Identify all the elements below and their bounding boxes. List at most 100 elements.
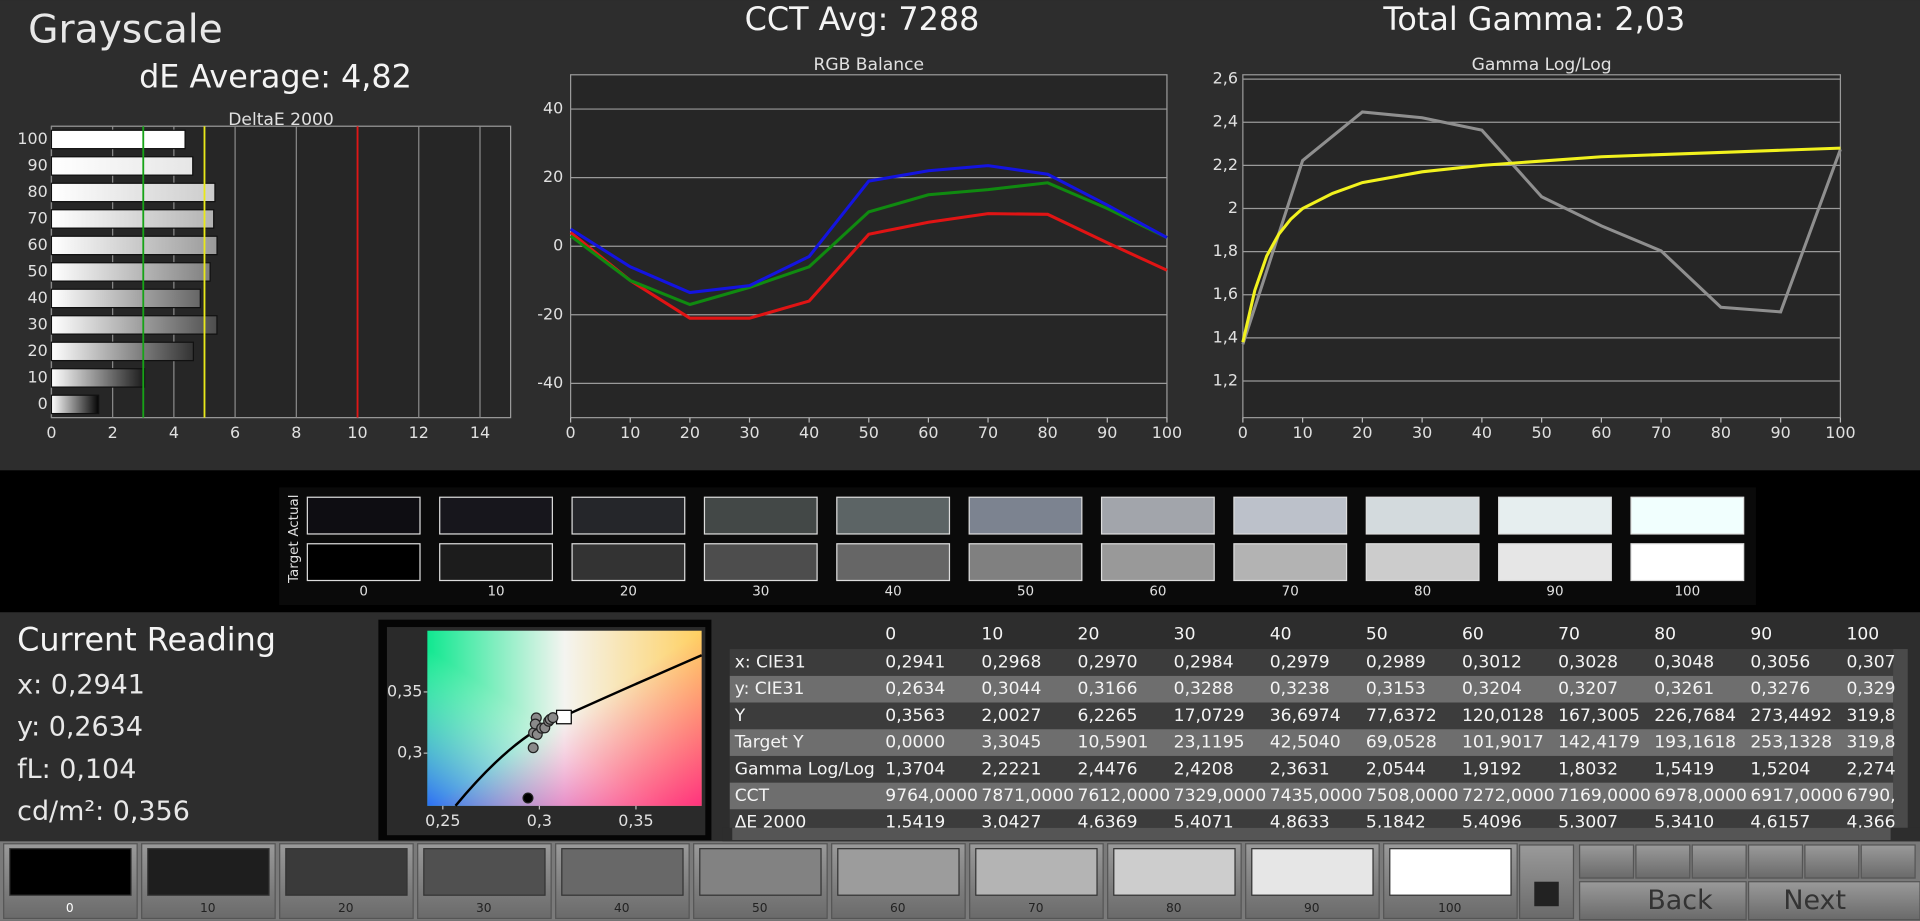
y-tick-label: 2,2 bbox=[1213, 155, 1238, 174]
table-cell: 1,5419 bbox=[1654, 759, 1714, 779]
bar bbox=[50, 288, 201, 309]
back-label[interactable]: Back bbox=[1647, 885, 1713, 916]
table-cell: 0,2968 bbox=[981, 653, 1041, 673]
column-header: 0 bbox=[885, 624, 896, 644]
table-cell: 5,1842 bbox=[1366, 813, 1426, 833]
table-cell: 253,1328 bbox=[1750, 733, 1832, 753]
bar bbox=[50, 315, 218, 335]
x-tick-label: 90 bbox=[1097, 423, 1117, 442]
level-color bbox=[285, 848, 408, 896]
x-tick-label: 80 bbox=[1038, 423, 1058, 442]
y-tick-label: 1,8 bbox=[1213, 241, 1238, 260]
table-row bbox=[729, 702, 1894, 730]
target-swatch bbox=[1365, 543, 1480, 582]
table-cell: 0,3028 bbox=[1558, 653, 1618, 673]
level-color bbox=[561, 848, 684, 896]
level-label: 0 bbox=[66, 901, 74, 915]
table-cell: 0,3153 bbox=[1366, 679, 1426, 699]
table-cell: 1,3704 bbox=[885, 759, 945, 779]
h-scrollbar-track[interactable] bbox=[732, 827, 1891, 841]
table-cell: 0,2989 bbox=[1366, 653, 1426, 673]
x-tick-label: 90 bbox=[1771, 423, 1791, 442]
table-cell: 4,366 bbox=[1847, 813, 1896, 833]
level-label: 60 bbox=[890, 901, 906, 915]
x-tick-label: 8 bbox=[291, 423, 301, 442]
x-tick-label: 40 bbox=[799, 423, 819, 442]
table-cell: 6790, bbox=[1847, 786, 1896, 806]
column-header: 40 bbox=[1270, 624, 1292, 644]
bar bbox=[50, 182, 216, 203]
data-line bbox=[569, 181, 1168, 307]
table-cell: 23,1195 bbox=[1174, 733, 1245, 753]
target-swatch bbox=[1630, 543, 1745, 582]
next-label[interactable]: Next bbox=[1783, 885, 1846, 916]
swatch-level: 40 bbox=[885, 585, 902, 600]
point bbox=[522, 792, 534, 804]
toolbar-button[interactable] bbox=[1804, 844, 1860, 879]
table-cell: 2,4476 bbox=[1078, 759, 1138, 779]
actual-swatch bbox=[703, 496, 818, 535]
table-cell: 7272,0000 bbox=[1462, 786, 1555, 806]
table-cell: 7169,0000 bbox=[1558, 786, 1651, 806]
y-tick-label: 100 bbox=[17, 129, 47, 148]
y-tick-label: 2,4 bbox=[1213, 112, 1238, 131]
swatch-level: 90 bbox=[1546, 585, 1563, 600]
table-cell: 0,3166 bbox=[1078, 679, 1138, 699]
x-tick-label: 4 bbox=[169, 423, 179, 442]
target-swatch bbox=[1233, 543, 1348, 582]
target-swatch bbox=[836, 543, 951, 582]
table-cell: 319,8 bbox=[1847, 706, 1896, 726]
y-tick-label: 0 bbox=[38, 394, 48, 413]
x-tick-label: 20 bbox=[680, 423, 700, 442]
level-label: 70 bbox=[1028, 901, 1044, 915]
x-tick-label: 100 bbox=[1152, 423, 1182, 442]
bar bbox=[50, 235, 218, 256]
row-label: Gamma Log/Log bbox=[735, 759, 875, 779]
table-cell: 5,4096 bbox=[1462, 813, 1522, 833]
table-cell: 193,1618 bbox=[1654, 733, 1736, 753]
table-cell: 2,274 bbox=[1847, 759, 1896, 779]
back-button[interactable] bbox=[1578, 881, 1747, 921]
toolbar-button[interactable] bbox=[1578, 844, 1635, 879]
toolbar-button[interactable] bbox=[1635, 844, 1691, 879]
table-cell: 2,3631 bbox=[1270, 759, 1330, 779]
table-cell: 77,6372 bbox=[1366, 706, 1437, 726]
plot-area bbox=[1242, 74, 1842, 419]
y-tick-label: 30 bbox=[28, 314, 48, 333]
table-cell: 1,5204 bbox=[1750, 759, 1810, 779]
de-average: dE Average: 4,82 bbox=[139, 57, 412, 95]
y-tick-label: 90 bbox=[28, 155, 48, 174]
x-tick-label: 12 bbox=[409, 423, 429, 442]
x-tick-label: 10 bbox=[620, 423, 640, 442]
toolbar-button[interactable] bbox=[1747, 844, 1804, 879]
swatch-level: 70 bbox=[1282, 585, 1299, 600]
x-tick-label: 40 bbox=[1472, 423, 1492, 442]
x-tick-label: 50 bbox=[1532, 423, 1552, 442]
table-cell: 0,2634 bbox=[885, 679, 945, 699]
next-button[interactable] bbox=[1747, 881, 1920, 921]
table-cell: 2,4208 bbox=[1174, 759, 1234, 779]
table-cell: 1,5419 bbox=[885, 813, 945, 833]
stop-icon[interactable] bbox=[1534, 881, 1559, 907]
x-tick-label: 60 bbox=[918, 423, 938, 442]
toolbar-button[interactable] bbox=[1691, 844, 1747, 879]
y-tick-label: 50 bbox=[28, 261, 48, 280]
actual-swatch bbox=[439, 496, 553, 535]
target-swatch bbox=[703, 543, 818, 582]
actual-label: Actual bbox=[287, 495, 302, 537]
target-swatch bbox=[306, 543, 421, 582]
table-cell: 0,2979 bbox=[1270, 653, 1330, 673]
swatch-level: 50 bbox=[1017, 585, 1034, 600]
v-scrollbar[interactable] bbox=[1893, 649, 1908, 828]
reading-line: fL: 0,104 bbox=[17, 754, 136, 785]
table-cell: 0,3238 bbox=[1270, 679, 1330, 699]
y-tick-label: 2 bbox=[1228, 198, 1238, 217]
chart-title: RGB Balance bbox=[813, 55, 924, 75]
level-label: 80 bbox=[1166, 901, 1182, 915]
table-cell: 0,3048 bbox=[1654, 653, 1714, 673]
toolbar-button[interactable] bbox=[1860, 844, 1916, 879]
table-cell: 5,3007 bbox=[1558, 813, 1618, 833]
table-cell: 5,4071 bbox=[1174, 813, 1234, 833]
table-cell: 0,329 bbox=[1847, 679, 1896, 699]
